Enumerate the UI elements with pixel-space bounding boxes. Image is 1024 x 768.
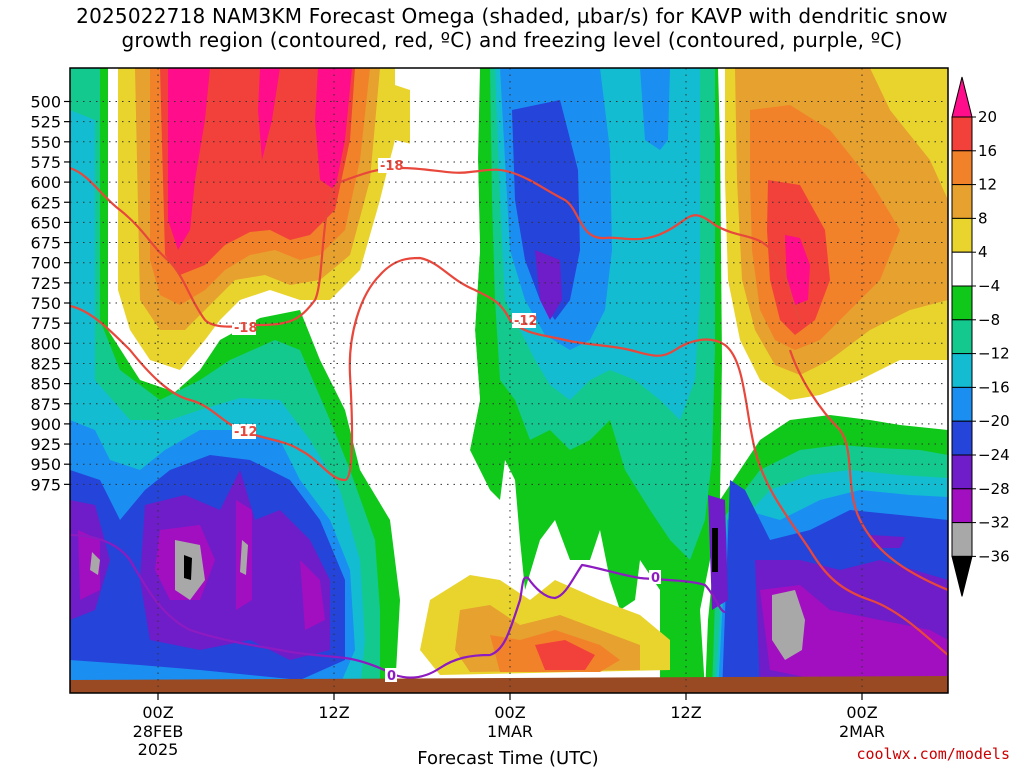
colorbar-label-4: 4 xyxy=(978,243,988,261)
omega-region-plus16-low xyxy=(535,640,595,670)
colorbar-swatch-6 xyxy=(951,285,973,321)
y-tick-label-600: 600 xyxy=(30,173,61,192)
colorbar-swatch-13 xyxy=(951,522,973,557)
y-tick-label-850: 850 xyxy=(30,375,61,394)
x-tick-sublabel-2-0: 1MAR xyxy=(487,722,533,741)
x-tick-sublabel-4-0: 2MAR xyxy=(839,722,885,741)
svg-text:-12: -12 xyxy=(234,425,258,440)
colorbar-label-2: 12 xyxy=(978,176,997,194)
colorbar-swatch-3 xyxy=(951,184,973,219)
y-tick-label-500: 500 xyxy=(30,93,61,112)
contour-label-freezing-1: 0 xyxy=(385,668,397,684)
omega-region-minus28-right xyxy=(760,585,948,680)
chart-title-line-1: 2025022718 NAM3KM Forecast Omega (shaded… xyxy=(76,4,948,28)
y-tick-label-675: 675 xyxy=(30,234,61,253)
y-tick-label-625: 625 xyxy=(30,193,61,212)
colorbar-label-0: 20 xyxy=(978,108,997,126)
y-tick-label-900: 900 xyxy=(30,415,61,434)
svg-text:0: 0 xyxy=(651,571,660,586)
y-axis: 5005255505756006256506757007257507758008… xyxy=(30,93,70,494)
credit-text: coolwx.com/models xyxy=(856,745,1010,763)
colorbar: 20 16 12 8 4 −4 −8 −12 −16 −20 −24 −28 −32 −36 xyxy=(951,76,1010,597)
omega-region-plus16 xyxy=(160,68,355,275)
colorbar-swatch-4 xyxy=(951,217,973,253)
svg-text:0: 0 xyxy=(387,669,396,684)
x-axis-title: Forecast Time (UTC) xyxy=(417,748,598,768)
y-tick-label-875: 875 xyxy=(30,395,61,414)
colorbar-label-10: −24 xyxy=(978,446,1010,464)
colorbar-swatch-12 xyxy=(951,488,973,524)
omega-region-minus32-right xyxy=(772,590,805,660)
colorbar-swatch-7 xyxy=(951,319,973,355)
dendritic-contour-minus12-right xyxy=(788,349,948,592)
x-tick-sublabel-0-1: 2025 xyxy=(138,740,179,759)
omega-region-minus36 xyxy=(184,555,192,580)
colorbar-swatch-1 xyxy=(951,116,973,152)
x-tick-label-1: 12Z xyxy=(318,703,349,722)
colorbar-swatch-11 xyxy=(951,454,973,490)
y-tick-label-975: 975 xyxy=(30,475,61,494)
x-tick-sublabel-0-0: 28FEB xyxy=(133,722,184,741)
colorbar-label-1: 16 xyxy=(978,142,997,160)
y-tick-label-925: 925 xyxy=(30,435,61,454)
colorbar-label-5: −4 xyxy=(978,277,1000,295)
y-tick-label-725: 725 xyxy=(30,274,61,293)
y-tick-label-550: 550 xyxy=(30,133,61,152)
colorbar-swatch-9 xyxy=(951,386,973,422)
grid-lines xyxy=(70,68,948,693)
y-tick-label-650: 650 xyxy=(30,213,61,232)
freezing-level-contour xyxy=(70,533,726,679)
colorbar-label-6: −8 xyxy=(978,311,1000,329)
colorbar-top-arrow xyxy=(951,76,973,118)
y-tick-label-525: 525 xyxy=(30,113,61,132)
contour-label-freezing-2: 0 xyxy=(649,570,661,586)
omega-region-minus24-center xyxy=(535,250,562,320)
dendritic-contour-minus18-left xyxy=(70,166,801,328)
x-tick-label-2: 00Z xyxy=(494,703,525,722)
plot-area: -18 -18 -12 -12 0 0 xyxy=(70,68,948,693)
y-tick-label-575: 575 xyxy=(30,153,61,172)
omega-region-minus20-center xyxy=(512,100,580,320)
x-tick-label-4: 00Z xyxy=(846,703,877,722)
colorbar-swatch-8 xyxy=(951,353,973,388)
y-tick-label-800: 800 xyxy=(30,334,61,353)
ground-surface xyxy=(70,676,948,693)
contour-label-dendritic-4: -12 xyxy=(512,313,538,329)
y-tick-label-950: 950 xyxy=(30,455,61,474)
y-tick-label-775: 775 xyxy=(30,314,61,333)
contour-label-dendritic-1: -18 xyxy=(378,158,404,174)
x-tick-label-0: 00Z xyxy=(142,703,173,722)
colorbar-swatch-10 xyxy=(951,420,973,456)
colorbar-label-12: −32 xyxy=(978,514,1010,532)
contour-label-dendritic-2: -18 xyxy=(232,320,258,336)
colorbar-label-9: −20 xyxy=(978,412,1010,430)
svg-text:-18: -18 xyxy=(234,321,258,336)
colorbar-label-11: −28 xyxy=(978,480,1010,498)
colorbar-label-13: −36 xyxy=(978,547,1010,565)
y-tick-label-825: 825 xyxy=(30,354,61,373)
colorbar-swatch-5 xyxy=(951,251,973,287)
colorbar-label-8: −16 xyxy=(978,378,1010,396)
omega-region-plus20 xyxy=(168,68,352,250)
colorbar-bottom-arrow xyxy=(951,555,973,597)
omega-region-plus20-right xyxy=(785,235,810,305)
svg-text:-12: -12 xyxy=(514,314,538,329)
colorbar-label-7: −12 xyxy=(978,345,1010,363)
y-tick-label-750: 750 xyxy=(30,294,61,313)
omega-region-neutral-center xyxy=(360,140,480,500)
colorbar-label-3: 8 xyxy=(978,209,988,227)
y-tick-label-700: 700 xyxy=(30,254,61,273)
svg-text:-18: -18 xyxy=(380,159,404,174)
chart-title-line-2: growth region (contoured, red, ºC) and f… xyxy=(121,28,903,52)
colorbar-swatch-2 xyxy=(951,150,973,186)
contour-label-dendritic-3: -12 xyxy=(232,424,258,440)
x-tick-label-3: 12Z xyxy=(670,703,701,722)
plot-frame xyxy=(69,67,949,694)
omega-region-minus36-right xyxy=(712,528,718,572)
